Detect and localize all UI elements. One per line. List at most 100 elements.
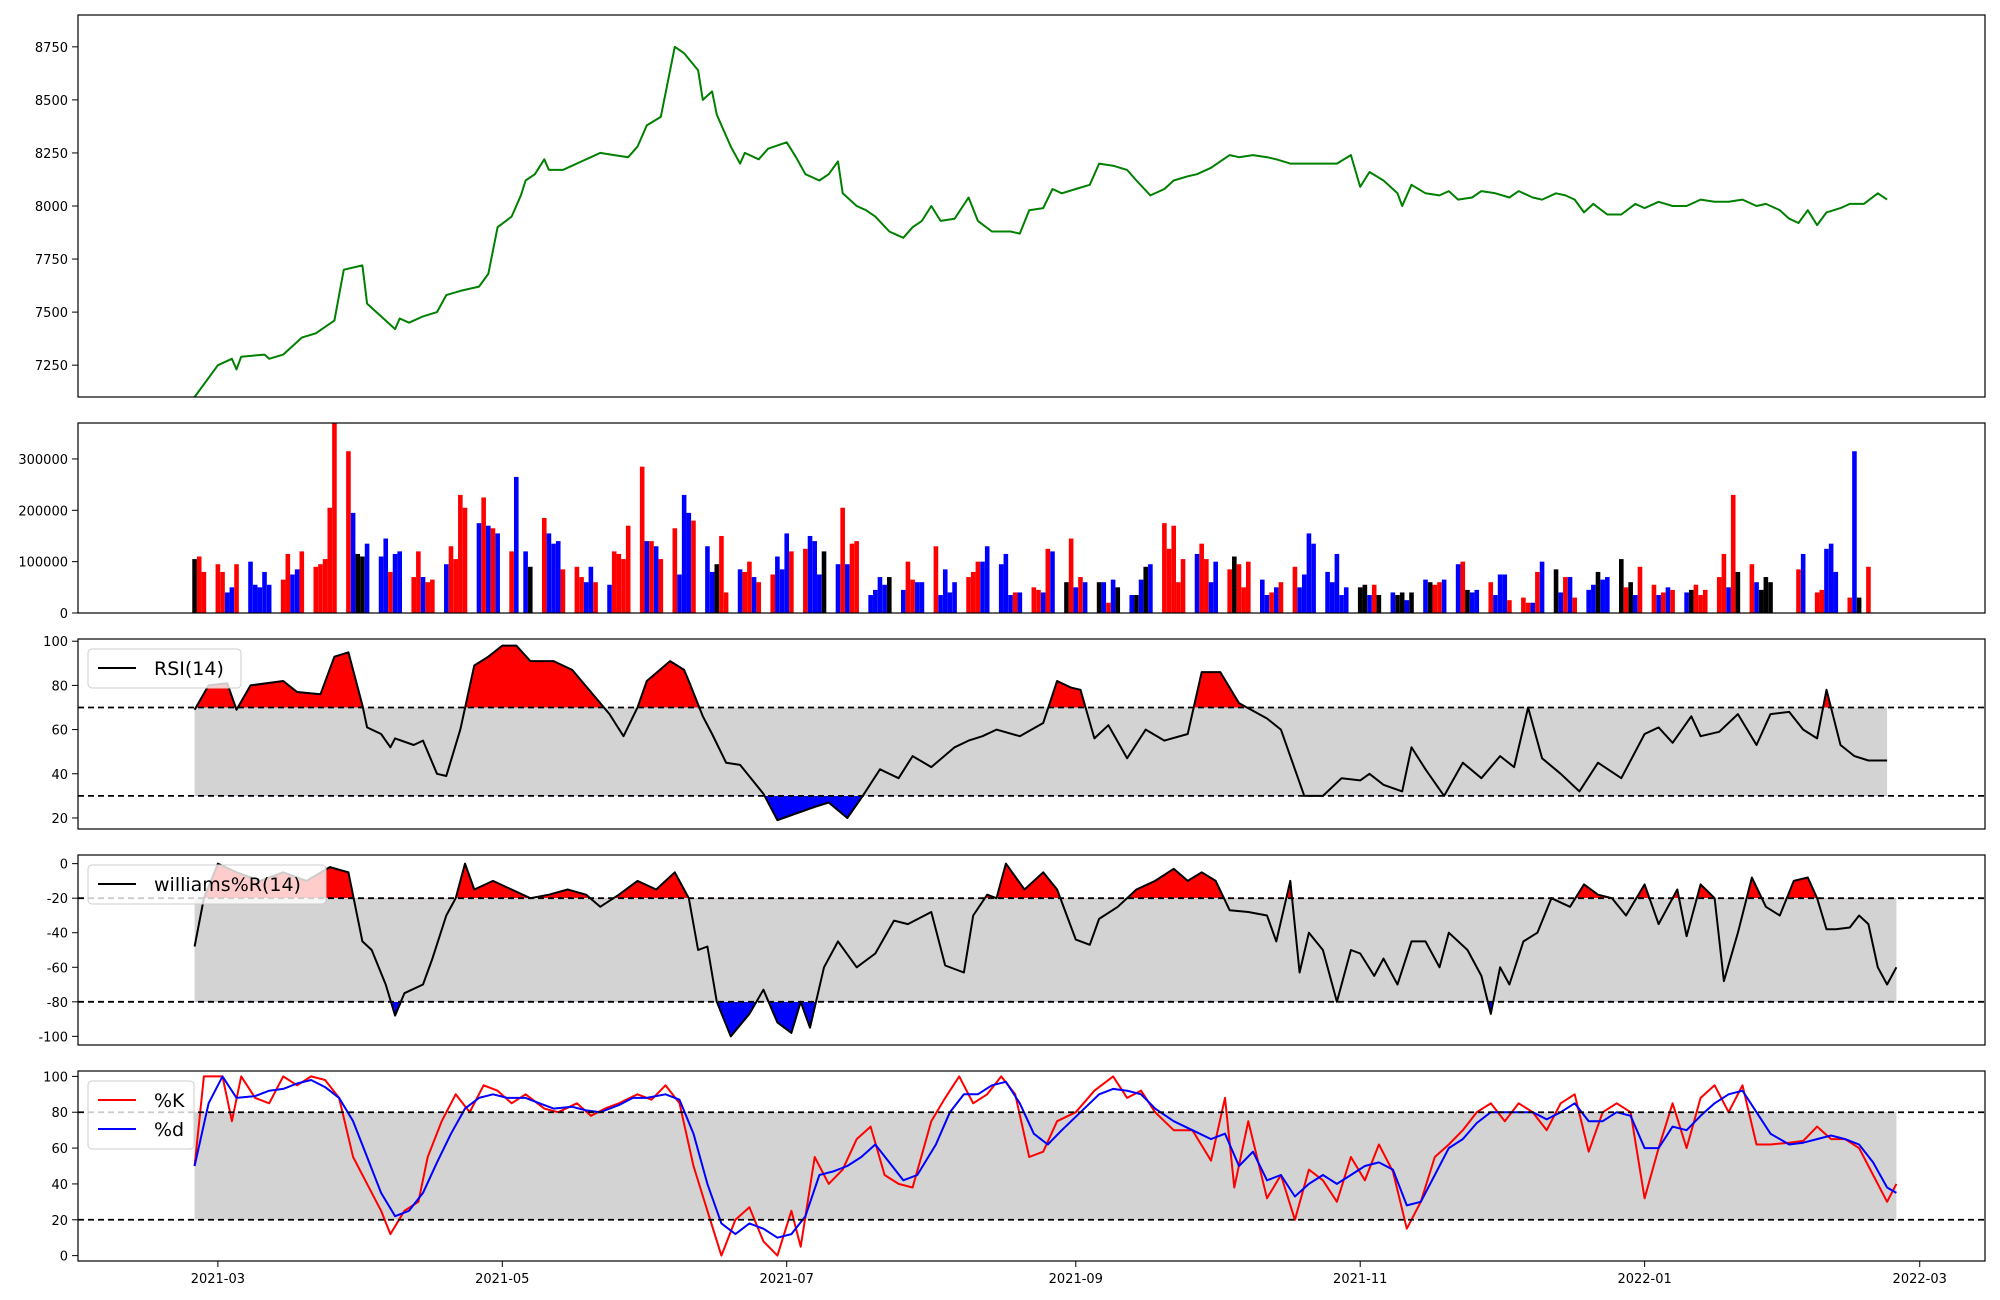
- x-tick-label: 2021-03: [191, 1272, 245, 1287]
- volume-bar: [942, 569, 948, 613]
- volume-bar: [1852, 451, 1857, 613]
- volume-bar: [551, 543, 556, 613]
- volume-bar: [220, 571, 225, 613]
- x-tick-label: 2022-03: [1893, 1272, 1947, 1287]
- volume-bar: [266, 584, 272, 613]
- volume-bar: [1166, 548, 1172, 613]
- volume-bar: [812, 541, 817, 613]
- volume-bar: [807, 535, 813, 613]
- volume-bar: [672, 528, 678, 613]
- volume-bar: [1199, 543, 1204, 613]
- volume-bar: [280, 579, 286, 613]
- volume-bar: [1572, 597, 1577, 613]
- y-tick-label: 40: [51, 1178, 68, 1193]
- volume-bar: [523, 551, 528, 613]
- volume-bar: [1633, 595, 1638, 613]
- volume-bar: [420, 577, 426, 613]
- volume-bar: [588, 566, 594, 613]
- volume-bar: [835, 564, 841, 613]
- volume-bar: [938, 595, 943, 613]
- y-tick-label: 8250: [35, 147, 68, 162]
- volume-bar: [1339, 595, 1344, 613]
- volume-bar: [322, 559, 328, 613]
- volume-bar: [1730, 494, 1736, 613]
- volume-bar: [1558, 592, 1564, 613]
- volume-bar: [1539, 561, 1545, 613]
- volume-bar: [1008, 595, 1013, 613]
- volume-bar: [1567, 577, 1573, 613]
- volume-bar: [1078, 577, 1083, 613]
- volume-bar: [933, 546, 939, 613]
- volume-bar: [416, 551, 421, 613]
- volume-bar: [294, 569, 300, 613]
- volume-bar: [1684, 592, 1689, 613]
- threshold-band: [194, 898, 1897, 1002]
- volume-bar: [425, 582, 430, 613]
- overbought-fill: [203, 863, 1818, 899]
- volume-bar: [1497, 574, 1503, 613]
- volume-bar: [1148, 564, 1153, 613]
- y-tick-label: 300000: [18, 453, 68, 468]
- volume-bar: [583, 582, 589, 613]
- rsi-panel: 20 40 60 80 100 RSI(14): [43, 635, 1986, 830]
- volume-bar: [1334, 553, 1340, 613]
- volume-bar: [686, 512, 692, 613]
- threshold-band: [194, 1112, 1897, 1220]
- volume-bar: [1814, 592, 1820, 613]
- volume-bar: [817, 574, 822, 613]
- volume-bar: [486, 525, 491, 613]
- volume-bar: [318, 564, 323, 613]
- volume-bar: [639, 466, 645, 613]
- volume-bar: [775, 556, 780, 613]
- volume-bar: [364, 543, 370, 613]
- y-tick-label: 7250: [35, 359, 68, 374]
- volume-bar: [756, 582, 762, 613]
- volume-bar: [1535, 571, 1540, 613]
- volume-bar: [350, 512, 356, 613]
- volume-bar: [607, 584, 612, 613]
- volume-bar: [229, 587, 235, 613]
- volume-bar: [1856, 597, 1862, 613]
- y-tick-label: 80: [51, 679, 68, 694]
- volume-bar: [448, 546, 454, 613]
- volume-bar: [886, 577, 892, 613]
- volume-bar: [1213, 561, 1218, 613]
- y-tick-label: 100: [43, 1070, 68, 1085]
- volume-bar: [1796, 569, 1801, 613]
- volume-bar: [1563, 577, 1568, 613]
- y-tick-label: -80: [47, 996, 68, 1011]
- volume-bar: [1362, 584, 1368, 613]
- volume-bar: [975, 561, 981, 613]
- volume-bar: [234, 564, 239, 613]
- volume-bar: [509, 551, 514, 613]
- y-tick-label: 60: [51, 724, 68, 739]
- volume-bar: [355, 553, 361, 613]
- oversold-fill: [764, 795, 863, 821]
- volume-bar: [803, 548, 808, 613]
- volume-bar: [1273, 587, 1279, 613]
- volume-bar: [649, 541, 654, 613]
- volume-bar: [1600, 579, 1605, 613]
- volume-bar: [952, 582, 957, 613]
- volume-bar: [1110, 579, 1116, 613]
- volume-bar: [1343, 587, 1349, 613]
- volume-bar: [1306, 533, 1312, 613]
- volume-bar: [1399, 592, 1405, 613]
- x-tick-label: 2021-07: [760, 1272, 814, 1287]
- volume-bar: [1432, 584, 1438, 613]
- volume-bar: [1064, 582, 1069, 613]
- volume-bar: [854, 541, 859, 613]
- volume-bar: [1670, 589, 1675, 613]
- volume-bar: [313, 566, 319, 613]
- legend-box: [87, 864, 327, 905]
- volume-bar: [1390, 592, 1396, 613]
- y-tick-label: 7500: [35, 306, 68, 321]
- volume-bar: [919, 582, 925, 613]
- volume-bar: [1824, 548, 1829, 613]
- volume-bar: [779, 569, 785, 613]
- y-tick-label: 80: [51, 1106, 68, 1121]
- volume-bar: [1763, 577, 1769, 613]
- legend-box: [87, 1080, 195, 1150]
- y-tick-label: 100: [43, 635, 68, 650]
